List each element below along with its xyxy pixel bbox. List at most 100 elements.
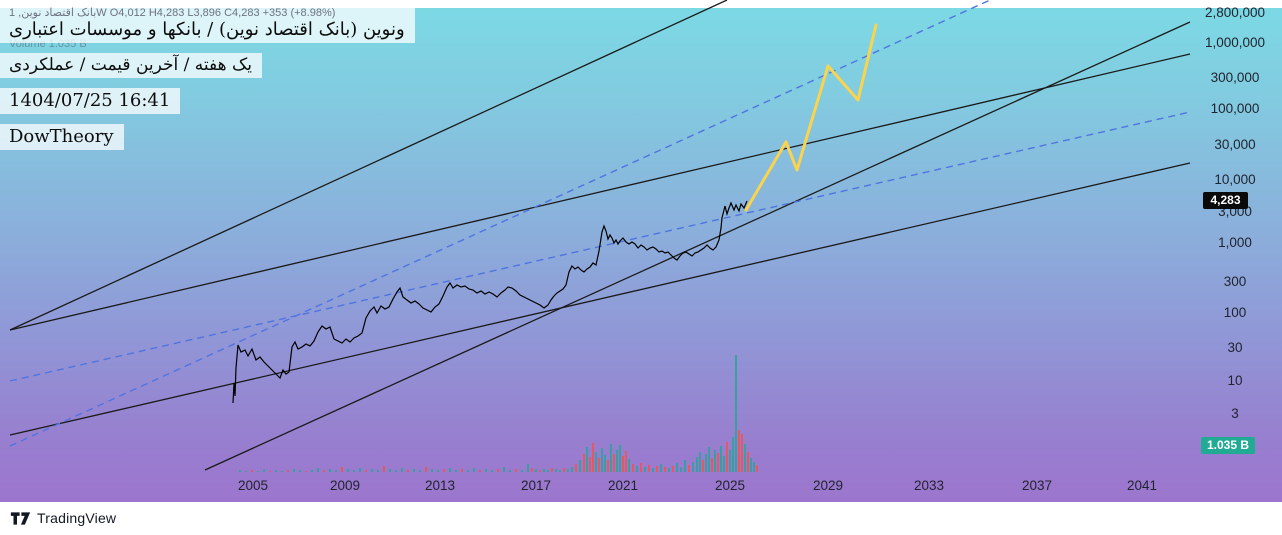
price-axis-label: 10,000 <box>1214 172 1256 187</box>
tradingview-brand-label: TradingView <box>37 510 117 526</box>
volume-bar <box>696 457 698 472</box>
volume-bar <box>521 470 523 472</box>
volume-bar <box>389 469 391 472</box>
volume-bar <box>559 470 561 472</box>
volume-bar <box>485 469 487 472</box>
volume-bar <box>407 470 409 472</box>
volume-bar <box>753 462 755 472</box>
volume-bar <box>323 470 325 472</box>
volume-bar <box>702 460 704 472</box>
volume-bar <box>491 470 493 472</box>
volume-bar <box>497 469 499 472</box>
symbol-title: ونوین (بانک اقتصاد نوین) / بانکها و موسس… <box>9 19 405 40</box>
volume-bar <box>449 468 451 472</box>
volume-bar <box>509 470 511 472</box>
volume-bar <box>503 467 505 472</box>
volume-badge: 1.035 B <box>1201 437 1255 454</box>
volume-bar <box>515 469 517 472</box>
trendline[interactable] <box>9 53 1191 331</box>
symbol-legend-box: بانک اقتصاد نوین, 1W O4,012 H4,283 L3,89… <box>0 4 415 43</box>
volume-bar <box>720 446 722 472</box>
volume-bar <box>543 469 545 472</box>
volume-bar <box>535 469 537 472</box>
volume-bar <box>563 468 565 472</box>
volume-bar <box>437 470 439 472</box>
volume-bar <box>726 442 728 472</box>
volume-bar <box>287 470 289 472</box>
volume-bar <box>616 450 618 472</box>
volume-bar <box>711 458 713 472</box>
volume-bar <box>567 469 569 472</box>
price-line[interactable] <box>232 200 748 404</box>
legend-block: بانک اقتصاد نوین, 1W O4,012 H4,283 L3,89… <box>0 4 415 160</box>
volume-bar <box>395 470 397 472</box>
volume-bar <box>311 470 313 472</box>
volume-bar <box>335 470 337 472</box>
volume-bar <box>473 468 475 472</box>
volume-bar <box>680 467 682 472</box>
trendline[interactable] <box>9 0 728 331</box>
volume-bar <box>744 444 746 472</box>
footer-bar: TradingView <box>0 502 1282 535</box>
dowtheory-annotation[interactable]: DowTheory <box>0 124 124 150</box>
volume-bar <box>592 443 594 472</box>
volume-bar <box>589 457 591 472</box>
volume-bar <box>628 459 630 472</box>
volume-bar <box>479 470 481 472</box>
price-axis-label: 300 <box>1223 274 1247 289</box>
last-price-badge: 4,283 <box>1203 192 1248 209</box>
volume-bar <box>547 470 549 472</box>
price-axis-label: 1,000,000 <box>1204 35 1266 50</box>
volume-bar <box>656 466 658 472</box>
forecast-zigzag-line[interactable] <box>744 23 878 212</box>
volume-bar <box>586 447 588 472</box>
volume-bar <box>551 468 553 472</box>
volume-bar <box>539 470 541 472</box>
volume-bar <box>251 470 253 472</box>
volume-bar <box>705 454 707 472</box>
price-axis-label: 1,000 <box>1218 235 1252 250</box>
volume-bar <box>613 454 615 472</box>
volume-bar <box>555 469 557 472</box>
volume-bar <box>571 467 573 472</box>
volume-bar <box>583 454 585 472</box>
volume-bar <box>729 450 731 472</box>
ohlc-values: بانک اقتصاد نوین, 1W O4,012 H4,283 L3,89… <box>9 7 336 19</box>
time-axis-label: 2029 <box>812 478 844 493</box>
trendline[interactable] <box>204 21 1191 471</box>
volume-bar <box>443 469 445 472</box>
datetime-annotation[interactable]: 1404/07/25 16:41 <box>0 88 181 114</box>
volume-bar <box>239 470 241 472</box>
volume-bar <box>467 470 469 472</box>
volume-bar <box>257 471 259 472</box>
volume-bar <box>329 469 331 472</box>
volume-bar <box>652 468 654 472</box>
tradingview-brand-link[interactable]: TradingView <box>10 510 116 526</box>
price-axis-label: 3 <box>1231 406 1239 421</box>
time-axis-label: 2025 <box>714 478 746 493</box>
volume-bar <box>317 468 319 472</box>
volume-bar <box>527 464 529 472</box>
price-axis-label: 100,000 <box>1210 101 1260 116</box>
volume-bar <box>531 468 533 472</box>
volume-bar <box>604 455 606 472</box>
info-annotation[interactable]: یک هفته / آخرین قیمت / عملکردی <box>0 53 262 78</box>
volume-bar <box>723 456 725 472</box>
chart-gradient-background <box>0 8 1282 502</box>
volume-bar <box>263 469 265 472</box>
volume-bar <box>750 458 752 472</box>
time-axis-label: 2013 <box>424 478 456 493</box>
trendline[interactable] <box>9 162 1191 436</box>
volume-bar <box>640 463 642 472</box>
time-axis-label: 2021 <box>607 478 639 493</box>
volume-bar <box>708 447 710 472</box>
price-axis-label: 300,000 <box>1210 70 1260 85</box>
volume-bar <box>365 470 367 472</box>
volume-bar <box>245 471 247 472</box>
volume-bar <box>699 452 701 472</box>
volume-bar <box>636 466 638 472</box>
volume-bar <box>676 463 678 472</box>
time-axis-label: 2037 <box>1021 478 1053 493</box>
